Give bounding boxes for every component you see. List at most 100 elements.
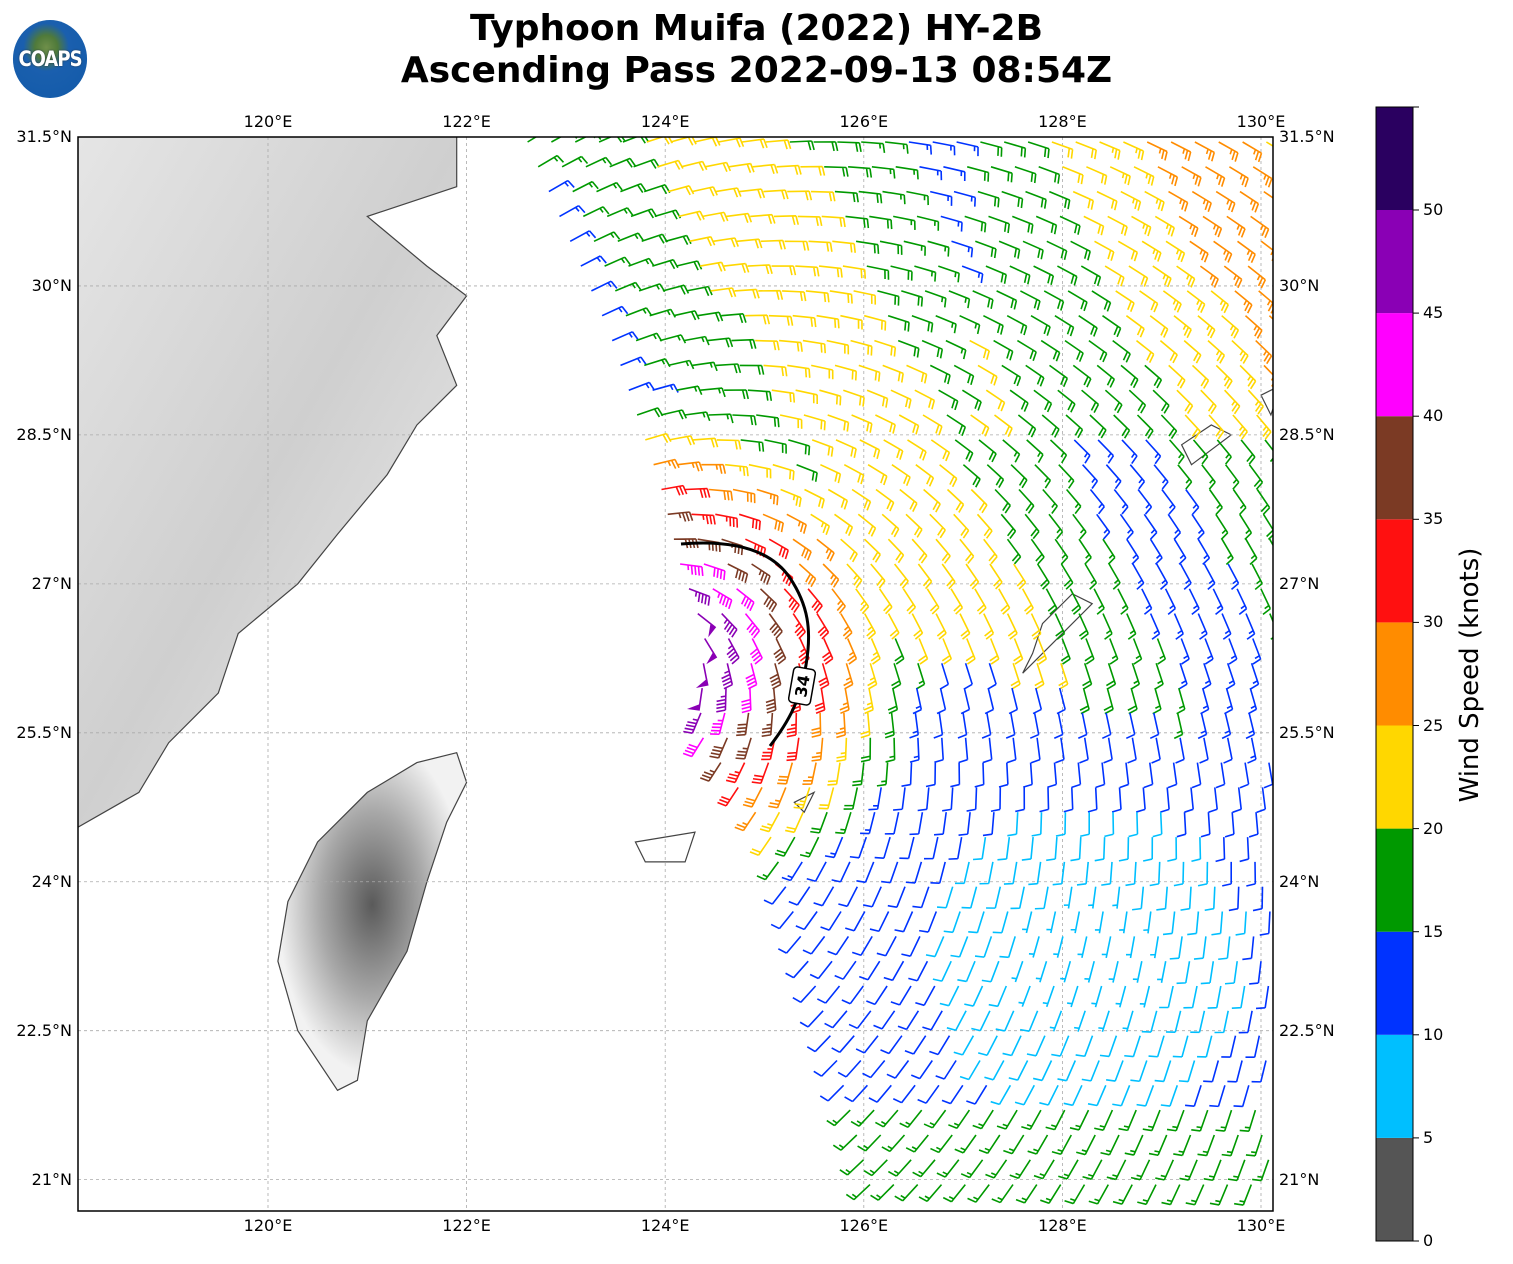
wind-barb — [1046, 837, 1058, 862]
wind-barb — [866, 985, 888, 1006]
wind-barb — [1237, 240, 1256, 264]
wind-barb — [1125, 712, 1136, 740]
colorbar-tick-label: 20 — [1423, 818, 1444, 838]
wind-barb — [926, 588, 940, 615]
wind-barb — [620, 182, 647, 194]
wind-barb — [1264, 439, 1273, 465]
wind-barb — [1101, 861, 1113, 886]
wind-barb — [840, 613, 853, 640]
wind-barb — [818, 787, 835, 810]
wind-barb — [1030, 613, 1042, 640]
wind-barb — [1168, 364, 1186, 389]
wind-barb — [772, 463, 795, 481]
wind-barb — [768, 538, 789, 560]
wind-barb — [1239, 837, 1250, 863]
wind-barb — [1103, 737, 1113, 764]
wind-barb — [1180, 886, 1192, 911]
wind-barb — [835, 439, 857, 458]
wind-barb — [559, 205, 586, 218]
wind-barb — [665, 234, 692, 245]
wind-barb — [1232, 787, 1242, 814]
wind-barb — [686, 285, 713, 297]
wind-barb — [930, 439, 951, 462]
wind-barb — [735, 737, 752, 760]
wind-barb — [667, 511, 694, 522]
wind-barb — [765, 139, 792, 150]
wind-barb — [1168, 190, 1189, 212]
wind-barb — [784, 240, 810, 251]
wind-barb — [904, 1035, 927, 1055]
wind-barb — [894, 911, 914, 933]
wind-barb — [922, 414, 943, 436]
wind-barb — [1245, 1134, 1263, 1157]
wind-barb — [1033, 265, 1055, 286]
wind-barb — [1080, 812, 1090, 838]
wind-barb — [829, 290, 853, 304]
wind-barb — [916, 663, 926, 690]
wind-barb — [1091, 985, 1103, 1008]
logo-text: COAPS — [18, 47, 82, 71]
wind-barb — [1224, 961, 1238, 985]
wind-barb — [773, 638, 787, 665]
wind-barb — [1094, 911, 1104, 934]
wind-barb — [804, 488, 825, 509]
wind-barb — [943, 911, 961, 934]
wind-barb — [1176, 961, 1191, 985]
wind-barb — [699, 762, 722, 782]
wind-barb — [787, 364, 811, 378]
wind-barb — [771, 389, 796, 403]
wind-barb — [1124, 1134, 1144, 1156]
wind-barb — [832, 1134, 858, 1151]
lat-label-right: 27°N — [1279, 573, 1320, 593]
wind-barb — [1247, 265, 1267, 289]
wind-barb — [891, 663, 902, 690]
wind-barb — [850, 1109, 875, 1127]
wind-barb — [842, 265, 867, 279]
lat-label-right: 24°N — [1279, 871, 1320, 891]
wind-barb — [756, 861, 780, 881]
wind-barb — [1227, 1060, 1243, 1083]
wind-barb — [887, 538, 905, 564]
wind-barb — [917, 563, 933, 590]
wind-barb — [569, 230, 597, 243]
wind-barb — [831, 1035, 855, 1053]
wind-barb — [1036, 638, 1048, 665]
wind-barb — [1194, 141, 1216, 162]
wind-barb — [925, 936, 945, 958]
wind-barb — [855, 588, 870, 615]
wind-barb — [652, 383, 679, 393]
wind-barb — [876, 936, 897, 957]
wind-barb — [1215, 837, 1226, 863]
wind-barb — [941, 638, 953, 665]
wind-barb — [1132, 638, 1143, 665]
wind-barb — [1191, 513, 1205, 540]
wind-barb — [1204, 886, 1216, 912]
wind-barb — [1150, 936, 1159, 959]
wind-barb — [1187, 911, 1200, 936]
wind-barb — [853, 290, 877, 305]
wind-barb — [1113, 414, 1131, 439]
wind-barb — [1215, 190, 1236, 213]
wind-barb — [727, 563, 749, 583]
wind-barb — [819, 389, 842, 406]
wind-barb — [851, 488, 872, 511]
wind-barb — [1191, 762, 1202, 789]
wind-barb — [855, 1035, 879, 1054]
wind-barb — [799, 836, 820, 858]
wind-barb — [984, 1060, 1005, 1081]
wind-barb — [755, 339, 780, 351]
wind-barb — [1078, 538, 1092, 565]
wind-barb — [809, 960, 833, 980]
wind-barb — [604, 256, 631, 267]
wind-barb — [868, 1084, 892, 1103]
wind-barb — [1159, 339, 1178, 364]
wind-barb — [1259, 911, 1271, 936]
wind-barb — [866, 389, 889, 408]
wind-barb — [874, 339, 897, 357]
wind-barb — [989, 638, 1000, 665]
island — [1260, 388, 1273, 417]
title-line-1: Typhoon Muifa (2022) HY-2B — [469, 8, 1044, 49]
wind-barb — [1176, 389, 1194, 414]
wind-barb — [942, 1184, 966, 1203]
wind-barb — [1235, 911, 1247, 936]
